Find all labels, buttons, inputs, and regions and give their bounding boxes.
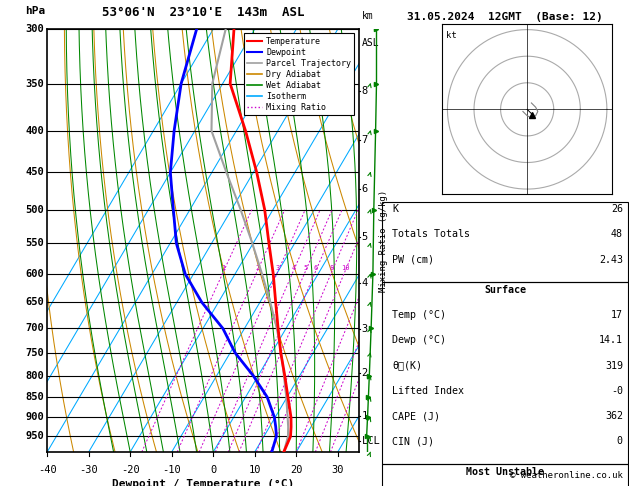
Text: 300: 300 <box>25 24 44 34</box>
Text: 950: 950 <box>25 432 44 441</box>
Text: 53°06'N  23°10'E  143m  ASL: 53°06'N 23°10'E 143m ASL <box>102 6 304 18</box>
Text: PW (cm): PW (cm) <box>392 255 434 265</box>
Text: 1: 1 <box>221 265 226 271</box>
Text: 10: 10 <box>248 465 261 475</box>
Text: -20: -20 <box>121 465 140 475</box>
Text: Dewpoint / Temperature (°C): Dewpoint / Temperature (°C) <box>112 480 294 486</box>
Text: 17: 17 <box>611 310 623 320</box>
Text: 800: 800 <box>25 371 44 381</box>
Bar <box>382 282 628 464</box>
Text: 2: 2 <box>362 368 368 379</box>
Text: 1: 1 <box>362 412 368 421</box>
Text: 0: 0 <box>617 436 623 447</box>
Text: 8: 8 <box>330 265 334 271</box>
Text: 319: 319 <box>605 361 623 371</box>
Text: -10: -10 <box>162 465 181 475</box>
Text: Dewp (°C): Dewp (°C) <box>392 335 446 346</box>
Text: © weatheronline.co.uk: © weatheronline.co.uk <box>510 471 623 480</box>
Text: 450: 450 <box>25 167 44 177</box>
Text: 500: 500 <box>25 205 44 215</box>
Text: Surface: Surface <box>484 285 526 295</box>
Text: 7: 7 <box>362 135 368 144</box>
Text: 3: 3 <box>362 324 368 334</box>
Bar <box>382 202 628 282</box>
Text: Temp (°C): Temp (°C) <box>392 310 446 320</box>
Text: 10: 10 <box>341 265 349 271</box>
Text: -0: -0 <box>611 386 623 396</box>
Text: 14.1: 14.1 <box>599 335 623 346</box>
Text: 400: 400 <box>25 126 44 136</box>
Text: 6: 6 <box>362 184 368 194</box>
Text: 5: 5 <box>303 265 308 271</box>
Text: hPa: hPa <box>25 6 46 17</box>
Text: -30: -30 <box>79 465 98 475</box>
Text: -40: -40 <box>38 465 57 475</box>
Text: θᴄ(K): θᴄ(K) <box>392 361 422 371</box>
Text: kt: kt <box>445 31 456 40</box>
Text: 750: 750 <box>25 348 44 358</box>
Text: 4: 4 <box>291 265 296 271</box>
Text: 2: 2 <box>255 265 259 271</box>
Text: 362: 362 <box>605 411 623 421</box>
Text: 2.43: 2.43 <box>599 255 623 265</box>
Text: 6: 6 <box>314 265 318 271</box>
Text: K: K <box>392 204 398 214</box>
Text: Totals Totals: Totals Totals <box>392 229 470 240</box>
Text: 20: 20 <box>290 465 303 475</box>
Text: 900: 900 <box>25 412 44 422</box>
Text: ASL: ASL <box>362 37 379 48</box>
Text: km: km <box>362 11 374 21</box>
Text: 600: 600 <box>25 269 44 279</box>
Text: LCL: LCL <box>362 436 381 446</box>
Text: CIN (J): CIN (J) <box>392 436 434 447</box>
Text: 31.05.2024  12GMT  (Base: 12): 31.05.2024 12GMT (Base: 12) <box>407 12 603 22</box>
Text: 5: 5 <box>362 232 368 243</box>
Text: 26: 26 <box>611 204 623 214</box>
Text: 3: 3 <box>276 265 280 271</box>
Bar <box>382 464 628 486</box>
Text: 350: 350 <box>25 79 44 88</box>
Text: 550: 550 <box>25 238 44 248</box>
Text: 4: 4 <box>362 278 368 288</box>
Text: Most Unstable: Most Unstable <box>466 467 544 477</box>
Text: 650: 650 <box>25 297 44 307</box>
Legend: Temperature, Dewpoint, Parcel Trajectory, Dry Adiabat, Wet Adiabat, Isotherm, Mi: Temperature, Dewpoint, Parcel Trajectory… <box>243 34 354 116</box>
Text: Lifted Index: Lifted Index <box>392 386 464 396</box>
Text: 0: 0 <box>210 465 216 475</box>
Text: Mixing Ratio (g/kg): Mixing Ratio (g/kg) <box>379 190 388 292</box>
Text: 700: 700 <box>25 324 44 333</box>
Text: 850: 850 <box>25 392 44 402</box>
Text: 8: 8 <box>362 86 368 96</box>
Text: CAPE (J): CAPE (J) <box>392 411 440 421</box>
Text: 30: 30 <box>331 465 344 475</box>
Text: 48: 48 <box>611 229 623 240</box>
